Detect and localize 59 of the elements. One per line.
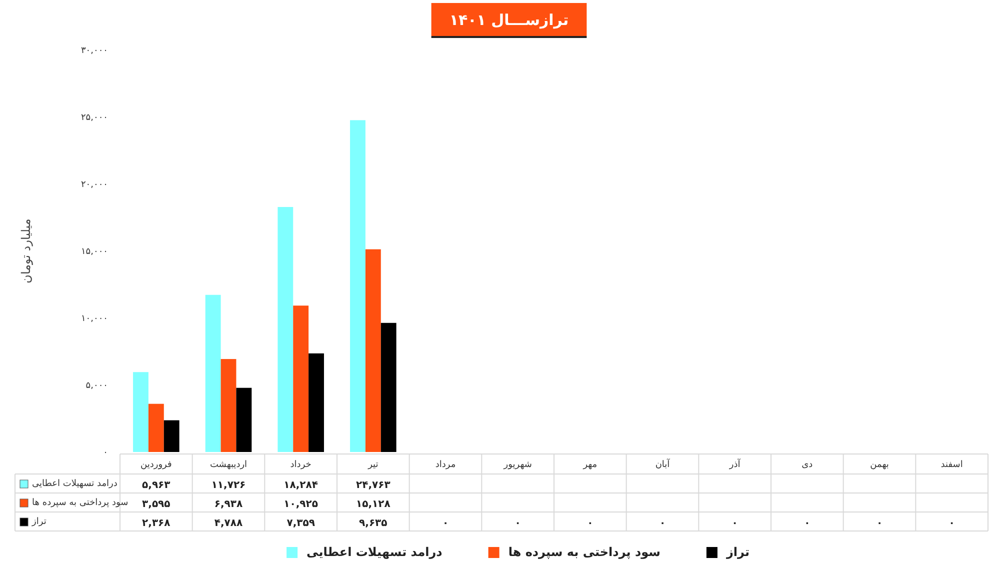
data-label: ۰: [948, 518, 955, 529]
x-tick-label: اردیبهشت: [210, 460, 248, 470]
bar: [380, 322, 396, 452]
data-label: ۴,۷۸۸: [214, 518, 243, 529]
x-tick-label: دی: [802, 460, 813, 470]
data-label: ۹,۶۳۵: [359, 518, 388, 529]
y-tick-label: ۰: [103, 448, 108, 458]
data-label: ۵,۹۶۳: [142, 480, 170, 491]
x-tick-label: مهر: [582, 460, 598, 470]
data-label: ۰: [659, 518, 666, 529]
data-label: ۰: [442, 518, 449, 529]
bar: [236, 388, 252, 452]
data-label: ۳,۵۹۵: [142, 499, 170, 510]
legend-label: سود پرداختی به سپرده ها: [32, 498, 128, 508]
y-tick-label: ۳۰,۰۰۰: [80, 46, 108, 56]
bar: [350, 120, 366, 452]
data-label: ۰: [587, 518, 594, 529]
bar: [133, 372, 148, 452]
x-tick-label: آذر: [728, 458, 741, 470]
bar: [293, 306, 309, 452]
data-label: ۶,۹۳۸: [214, 499, 243, 510]
data-label: ۰: [876, 518, 883, 529]
x-tick-label: خرداد: [290, 460, 312, 470]
text: تراز: [726, 545, 750, 559]
y-axis-title: میلیارد تومان: [19, 218, 33, 284]
x-tick-label: بهمن: [870, 460, 889, 470]
text: سود پرداختی به سپرده ها: [508, 545, 660, 559]
data-label: ۱۰,۹۲۵: [284, 499, 318, 510]
y-tick-label: ۵,۰۰۰: [86, 380, 108, 391]
legend-label: تراز: [31, 517, 47, 527]
data-label: ۰: [514, 518, 521, 529]
chart-title: ترازســـال ۱۴۰۱: [449, 11, 569, 29]
y-tick-label: ۲۰,۰۰۰: [80, 180, 108, 190]
x-tick-label: شهریور: [502, 460, 532, 470]
bar: [220, 359, 236, 452]
data-label: ۰: [732, 518, 738, 529]
bar: [308, 353, 324, 452]
x-tick-label: فروردین: [140, 460, 172, 470]
legend-label: درامد تسهیلات اعطایی: [32, 479, 118, 489]
data-label: ۱۵,۱۲۸: [356, 499, 390, 510]
bar: [365, 249, 381, 452]
bar: [164, 420, 180, 452]
x-tick-label: تیر: [367, 460, 379, 470]
x-tick-label: آبان: [655, 458, 670, 470]
data-label: ۲۴,۷۶۳: [356, 480, 390, 491]
bar: [278, 206, 294, 452]
data-label: ۰: [804, 518, 810, 529]
y-tick-label: ۱۵,۰۰۰: [80, 246, 108, 257]
data-label: ۱۱,۷۲۶: [211, 480, 246, 491]
text: درامد تسهیلات اعطایی: [306, 545, 442, 559]
x-tick-label: اسفند: [940, 460, 963, 470]
bar: [205, 294, 221, 452]
data-label: ۲,۳۶۸: [142, 518, 170, 529]
data-label: ۷,۳۵۹: [286, 518, 315, 529]
bar: [148, 404, 164, 452]
y-tick-label: ۱۰,۰۰۰: [80, 314, 108, 324]
x-tick-label: مرداد: [435, 460, 456, 470]
y-tick-label: ۲۵,۰۰۰: [80, 112, 108, 123]
data-label: ۱۸,۲۸۴: [284, 480, 318, 491]
